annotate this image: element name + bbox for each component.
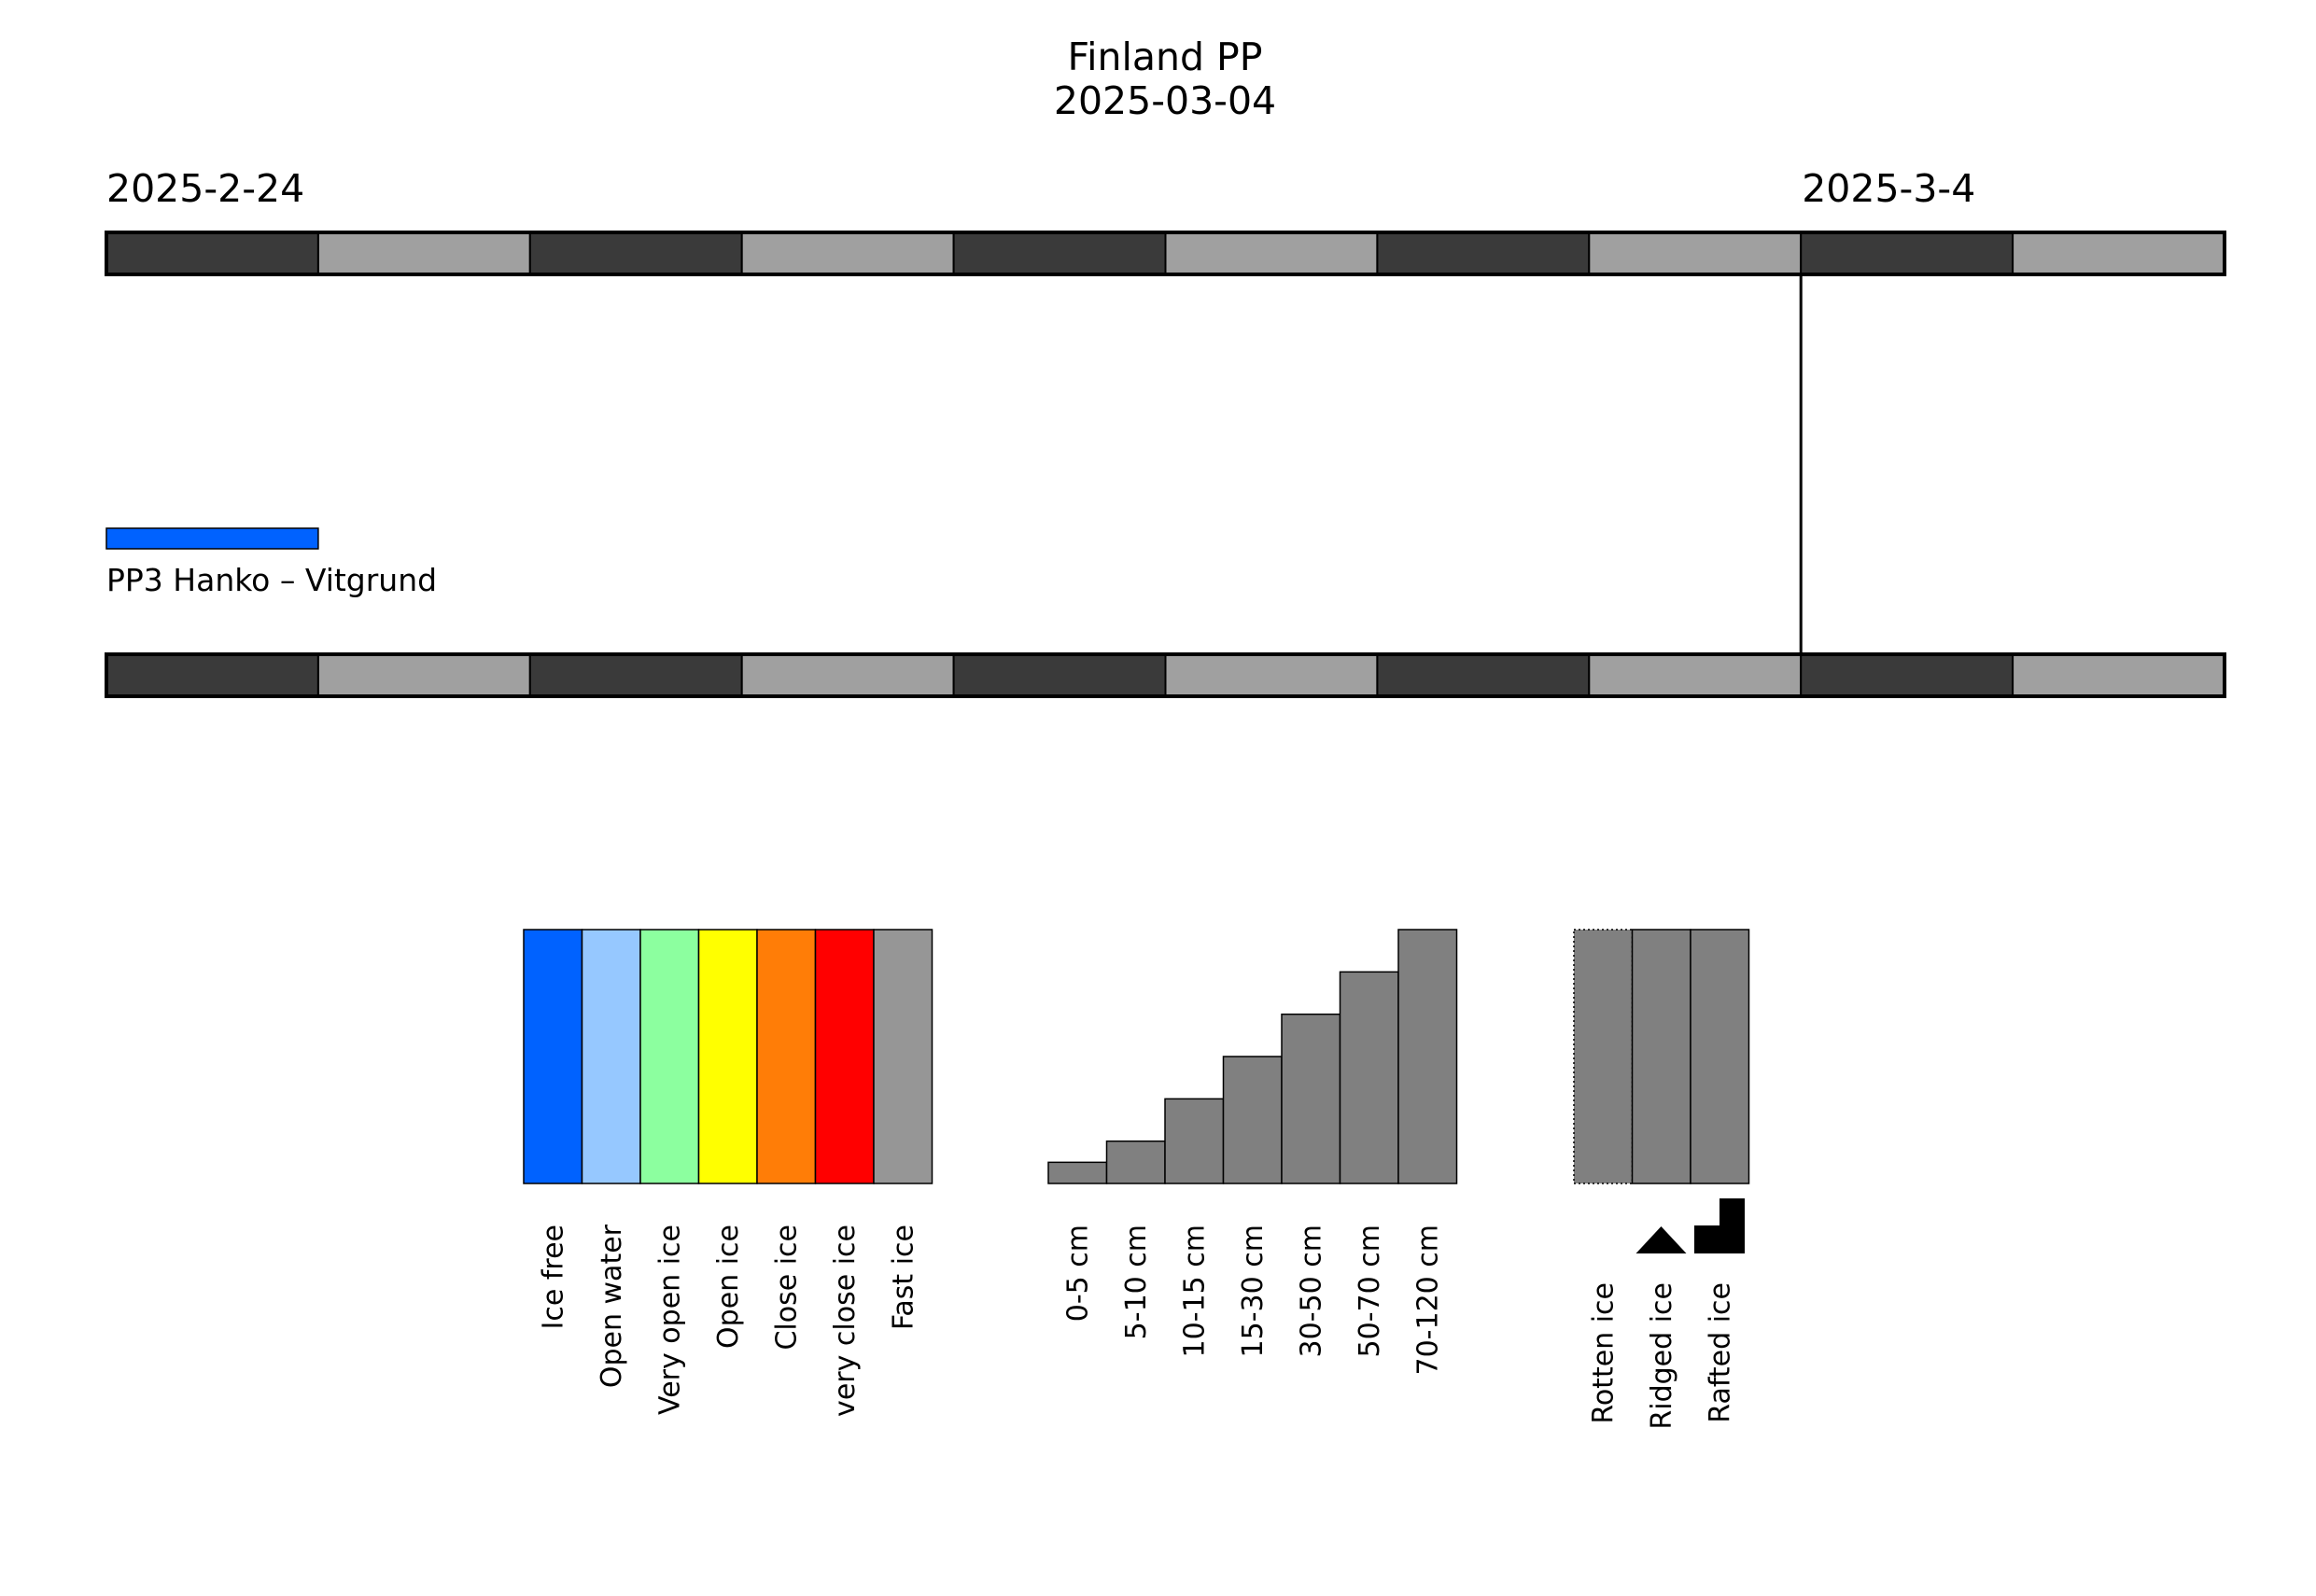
concentration-swatch (697, 929, 758, 1184)
ice-type-label: Ridged ice (1646, 1282, 1678, 1430)
ridged-ice-icon (1635, 1226, 1687, 1253)
concentration-legend: Ice free Open water Very open ice Open ice C… (523, 929, 933, 1417)
top-bar-day-2025-02-26 (528, 231, 743, 275)
bottom-bar-day-2025-03-02 (1376, 653, 1591, 697)
bottom-bar-frame (105, 652, 2226, 698)
ice-type-swatch (1690, 929, 1750, 1184)
concentration-label: very close ice (829, 1225, 862, 1417)
thickness-label: 50-70 cm (1354, 1225, 1386, 1357)
thickness-label: 10-15 cm (1178, 1225, 1211, 1357)
rafted-ice-icon (1694, 1198, 1745, 1253)
top-bar-day-2025-03-05 (2012, 231, 2226, 275)
thickness-bar (1164, 1098, 1225, 1184)
ice-type-label: Rafted ice (1704, 1282, 1736, 1423)
thickness-label: 70-120 cm (1411, 1225, 1444, 1376)
thickness-bar (1397, 929, 1458, 1184)
bottom-bar-day-2025-02-24 (105, 653, 319, 697)
top-bar-day-2025-03-02 (1376, 231, 1591, 275)
thickness-label: 0-5 cm (1061, 1225, 1094, 1322)
chart-subtitle: 2025-03-04 (1054, 78, 1276, 123)
concentration-label: Ice free (537, 1225, 569, 1330)
thickness-label: 15-30 cm (1237, 1225, 1270, 1357)
concentration-label: Open water (596, 1224, 628, 1388)
thickness-legend: 0-5 cm 5-10 cm 10-15 cm 15-30 cm 30-50 cm 50-… (1047, 929, 1458, 1376)
thickness-bar (1047, 1161, 1108, 1184)
ice-type-legend: Rotten ice Ridged ice Rafted ice (1573, 929, 1750, 1430)
timeline-bottom-bar (105, 652, 2226, 698)
start-date-label: 2025-2-24 (106, 166, 304, 211)
thickness-bar (1105, 1140, 1166, 1184)
bottom-bar-day-2025-02-26 (528, 653, 743, 697)
ice-type-swatch (1573, 929, 1634, 1184)
station-rows: PP3 Hanko – Vitgrund (105, 527, 437, 598)
top-bar-day-2025-02-28 (952, 231, 1167, 275)
top-bar-day-2025-02-27 (740, 231, 955, 275)
thickness-bar (1339, 971, 1399, 1184)
concentration-label: Open ice (712, 1225, 745, 1349)
top-bar-day-2025-03-03 (1588, 231, 1803, 275)
concentration-swatch (873, 929, 933, 1184)
top-bar-day-2025-03-04 (1800, 231, 2014, 275)
bottom-bar-day-2025-03-05 (2012, 653, 2226, 697)
ice-type-swatch (1631, 929, 1691, 1184)
concentration-swatch (756, 929, 817, 1184)
bottom-bar-day-2025-03-04 (1800, 653, 2014, 697)
bottom-bar-day-2025-03-03 (1588, 653, 1803, 697)
concentration-swatch (639, 929, 700, 1184)
thickness-bar (1281, 1013, 1341, 1184)
ice-type-label: Rotten ice (1587, 1282, 1620, 1424)
thickness-bar (1222, 1056, 1283, 1184)
chart-title: Finland PP (1068, 35, 1263, 79)
station-period (105, 527, 319, 550)
thickness-label: 5-10 cm (1120, 1225, 1153, 1339)
concentration-label: Very open ice (653, 1225, 686, 1415)
bottom-bar-day-2025-02-25 (316, 653, 531, 697)
top-bar-day-2025-02-25 (316, 231, 531, 275)
concentration-swatch (814, 929, 875, 1184)
concentration-swatch (581, 929, 641, 1184)
concentration-label: Close ice (770, 1225, 803, 1351)
top-bar-day-2025-03-01 (1164, 231, 1379, 275)
concentration-swatch (523, 929, 583, 1184)
current-date-label: 2025-3-4 (1802, 166, 1975, 211)
concentration-label: Fast ice (887, 1225, 919, 1330)
station-label: PP3 Hanko – Vitgrund (106, 562, 437, 598)
top-bar-frame (105, 231, 2226, 276)
timeline-top-bar (105, 231, 2226, 276)
thickness-label: 30-50 cm (1295, 1225, 1327, 1357)
bottom-bar-day-2025-03-01 (1164, 653, 1379, 697)
bottom-bar-day-2025-02-28 (952, 653, 1167, 697)
top-bar-day-2025-02-24 (105, 231, 319, 275)
bottom-bar-day-2025-02-27 (740, 653, 955, 697)
